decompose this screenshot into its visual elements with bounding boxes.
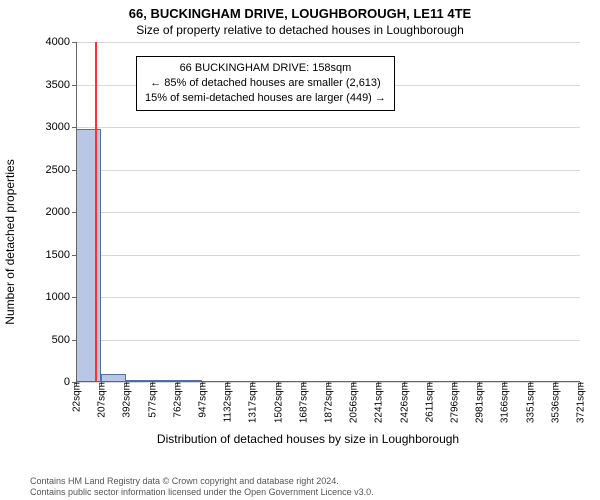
- y-tick-label: 3000: [46, 121, 76, 133]
- footer-attribution: Contains HM Land Registry data © Crown c…: [0, 476, 600, 499]
- y-tick-label: 2000: [46, 206, 76, 218]
- y-tick-label: 1000: [46, 291, 76, 303]
- info-box-line-property: 66 BUCKINGHAM DRIVE: 158sqm: [145, 61, 386, 76]
- info-box-line-larger: 15% of semi-detached houses are larger (…: [145, 91, 386, 106]
- x-tick-label: 3166sqm: [498, 382, 511, 423]
- x-tick-label: 392sqm: [120, 382, 133, 418]
- x-tick-label: 2611sqm: [422, 382, 435, 422]
- footer-line-1: Contains HM Land Registry data © Crown c…: [30, 476, 600, 487]
- plot-area: 0500100015002000250030003500400022sqm207…: [76, 42, 580, 382]
- gridline: [76, 297, 580, 298]
- x-tick-label: 1132sqm: [221, 382, 234, 422]
- property-marker-line: [95, 42, 97, 382]
- chart-subtitle: Size of property relative to detached ho…: [0, 21, 600, 41]
- gridline: [76, 212, 580, 213]
- x-tick-label: 762sqm: [170, 382, 183, 418]
- x-tick-label: 2981sqm: [473, 382, 486, 423]
- y-tick-label: 3500: [46, 79, 76, 91]
- y-tick-label: 1500: [46, 249, 76, 261]
- footer-line-2: Contains public sector information licen…: [30, 487, 600, 498]
- x-tick-label: 207sqm: [95, 382, 108, 418]
- chart-area: Number of detached properties 0500100015…: [28, 42, 588, 442]
- y-axis-label: Number of detached properties: [3, 159, 17, 324]
- x-tick-label: 2426sqm: [397, 382, 410, 423]
- gridline: [76, 42, 580, 43]
- x-axis-label: Distribution of detached houses by size …: [157, 432, 459, 446]
- x-tick-label: 2056sqm: [347, 382, 360, 423]
- x-tick-label: 2241sqm: [372, 382, 385, 423]
- histogram-bar: [76, 129, 101, 382]
- x-tick-label: 3721sqm: [574, 382, 587, 423]
- y-tick-label: 4000: [46, 36, 76, 48]
- chart-title: 66, BUCKINGHAM DRIVE, LOUGHBOROUGH, LE11…: [0, 0, 600, 21]
- x-tick-label: 1502sqm: [271, 382, 284, 423]
- gridline: [76, 170, 580, 171]
- x-tick-label: 3536sqm: [548, 382, 561, 423]
- gridline: [76, 127, 580, 128]
- x-tick-label: 1872sqm: [322, 382, 335, 423]
- gridline: [76, 255, 580, 256]
- y-tick-label: 500: [52, 334, 76, 346]
- x-tick-label: 1687sqm: [296, 382, 309, 423]
- x-tick-label: 2796sqm: [447, 382, 460, 423]
- info-box-line-smaller: ← 85% of detached houses are smaller (2,…: [145, 76, 386, 91]
- x-tick-label: 1317sqm: [246, 382, 259, 423]
- x-tick-label: 577sqm: [145, 382, 158, 418]
- x-tick-label: 22sqm: [70, 382, 83, 412]
- info-box: 66 BUCKINGHAM DRIVE: 158sqm← 85% of deta…: [136, 56, 395, 111]
- y-axis-line: [76, 42, 77, 382]
- x-tick-label: 947sqm: [196, 382, 209, 418]
- x-tick-label: 3351sqm: [523, 382, 536, 423]
- gridline: [76, 340, 580, 341]
- y-tick-label: 2500: [46, 164, 76, 176]
